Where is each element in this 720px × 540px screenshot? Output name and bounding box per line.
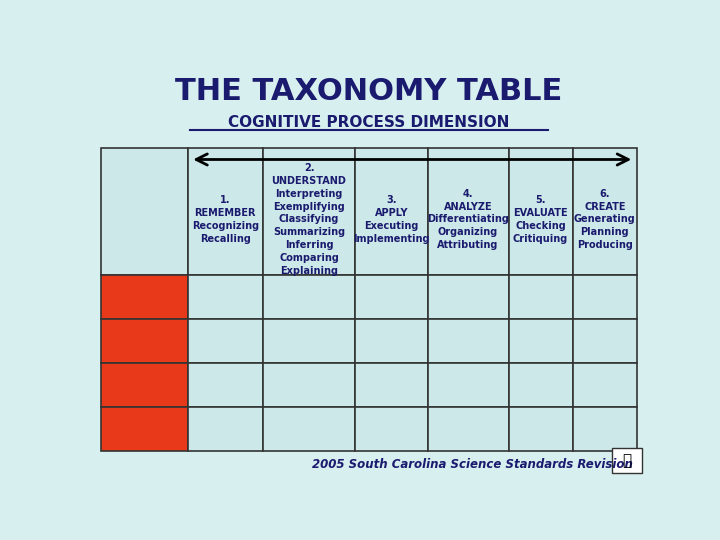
Bar — [263, 148, 355, 275]
Bar — [428, 320, 508, 363]
Bar — [263, 320, 355, 363]
Bar — [101, 275, 188, 320]
Text: 2005 South Carolina Science Standards Revision: 2005 South Carolina Science Standards Re… — [312, 458, 633, 471]
Bar — [355, 320, 428, 363]
Bar — [508, 148, 572, 275]
Bar — [572, 275, 637, 320]
Bar — [428, 148, 508, 275]
Bar — [428, 363, 508, 408]
Bar — [572, 363, 637, 408]
Text: 1.
REMEMBER
Recognizing
Recalling: 1. REMEMBER Recognizing Recalling — [192, 195, 259, 244]
Bar — [263, 363, 355, 408]
Bar — [188, 148, 263, 275]
Bar — [508, 320, 572, 363]
Bar — [188, 408, 263, 451]
Bar — [355, 363, 428, 408]
Bar — [263, 275, 355, 320]
Text: 6.
CREATE
Generating
Planning
Producing: 6. CREATE Generating Planning Producing — [574, 189, 636, 250]
Bar — [188, 320, 263, 363]
Text: THE TAXONOMY TABLE: THE TAXONOMY TABLE — [176, 77, 562, 106]
Bar — [101, 320, 188, 363]
Bar — [101, 408, 188, 451]
Bar — [101, 148, 188, 275]
Text: 3.
APPLY
Executing
Implementing: 3. APPLY Executing Implementing — [353, 195, 430, 244]
Bar — [188, 275, 263, 320]
Bar — [263, 408, 355, 451]
Bar — [428, 408, 508, 451]
Bar — [101, 363, 188, 408]
Bar — [572, 320, 637, 363]
Text: COGNITIVE PROCESS DIMENSION: COGNITIVE PROCESS DIMENSION — [228, 114, 510, 130]
Bar — [188, 363, 263, 408]
Bar — [508, 363, 572, 408]
Bar — [428, 275, 508, 320]
Bar — [612, 448, 642, 473]
Text: 2.
UNDERSTAND
Interpreting
Exemplifying
Classifying
Summarizing
Inferring
Compar: 2. UNDERSTAND Interpreting Exemplifying … — [271, 163, 346, 275]
Bar — [355, 148, 428, 275]
Text: 4.
ANALYZE
Differentiating
Organizing
Attributing: 4. ANALYZE Differentiating Organizing At… — [427, 189, 509, 250]
Bar — [508, 408, 572, 451]
Text: 5.
EVALUATE
Checking
Critiquing: 5. EVALUATE Checking Critiquing — [513, 195, 568, 244]
Bar — [572, 148, 637, 275]
Bar — [355, 275, 428, 320]
Text: 🌴: 🌴 — [623, 453, 631, 468]
Bar — [355, 408, 428, 451]
Bar — [508, 275, 572, 320]
Bar — [572, 408, 637, 451]
